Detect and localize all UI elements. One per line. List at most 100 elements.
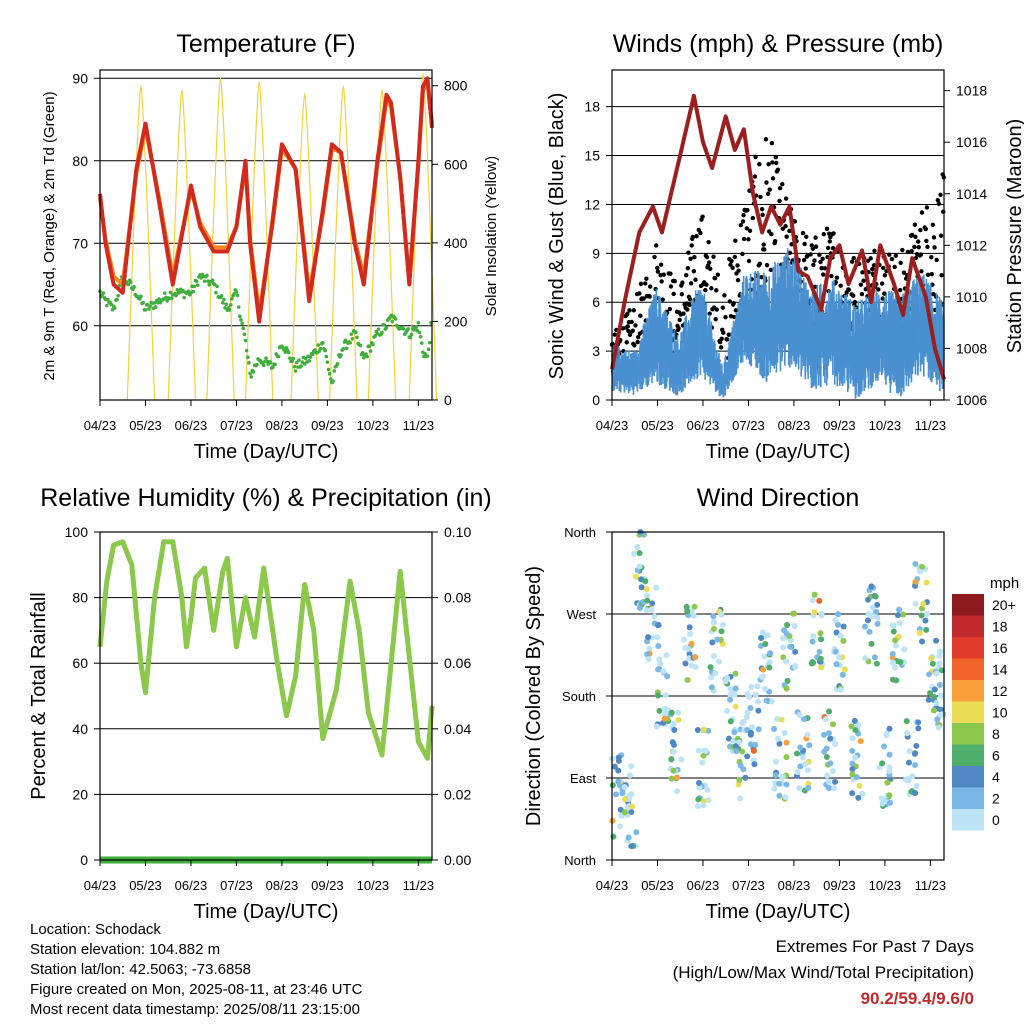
gust-point [633,323,638,328]
direction-point [661,705,668,712]
direction-point [780,644,787,651]
gust-point [732,254,737,260]
dir-xtick-label: 05/23 [641,878,674,893]
direction-point [654,692,661,699]
direction-point [628,808,635,815]
dewpoint-point [153,305,158,309]
gust-point [668,271,673,276]
precip-ytick-label: 0.06 [444,655,471,671]
direction-point [611,763,618,770]
direction-point [645,656,652,663]
direction-point [784,677,791,684]
direction-point [825,778,832,785]
dewpoint-point [152,301,157,305]
gust-point [677,317,682,323]
gust-point [909,248,914,254]
direction-point [873,660,880,667]
direction-point [708,674,715,681]
dewpoint-point [308,355,313,359]
direction-point [892,637,899,644]
dewpoint-point [235,293,240,298]
temp-xtick-label: 07/23 [220,418,253,433]
gust-point [711,254,716,259]
direction-point [916,568,923,575]
gust-point [704,282,709,287]
gust-point [870,266,875,272]
dewpoint-point [195,283,200,287]
gust-point [882,291,887,296]
solar-insolation-line [167,89,197,401]
direction-point [934,716,941,723]
direction-point [768,698,775,705]
direction-point [737,795,744,802]
direction-point [656,707,663,714]
direction-point [886,751,893,758]
temp-xtick-label: 10/23 [357,418,390,433]
direction-point [760,666,767,673]
direction-point [869,613,876,620]
gust-point [655,265,660,271]
pressure-ytick-right-label: 1018 [956,83,987,99]
gust-point [659,279,664,284]
direction-point [710,613,717,620]
direction-point [801,716,808,723]
direction-point [889,650,896,657]
direction-point [827,735,834,742]
direction-point [695,747,702,754]
dewpoint-point [349,332,354,336]
temp-ytick-label: 60 [72,318,88,334]
direction-point [928,655,935,662]
temp-xtick-label: 11/23 [403,418,435,433]
gust-point [761,242,766,247]
direction-point [923,626,930,633]
direction-point [700,802,707,809]
gust-point [931,235,937,240]
direction-point [762,685,769,692]
direction-point [874,620,881,627]
gust-point [936,201,942,207]
direction-point [805,784,812,791]
direction-point [759,673,766,680]
gust-point [892,264,897,270]
direction-point [862,655,869,662]
gust-point [770,160,775,165]
dewpoint-point [101,291,106,295]
direction-point [752,741,759,748]
dewpoint-point [255,362,259,367]
gust-point [750,215,756,221]
direction-point [752,691,759,698]
dewpoint-point [202,279,207,283]
dir-ytick-label: North [564,853,596,868]
direction-point [704,786,711,793]
direction-point [774,716,781,723]
gust-point [668,284,674,289]
dewpoint-point [139,294,143,299]
gust-point [825,245,831,251]
wind-ytick-label: 3 [592,343,600,359]
dewpoint-point [214,290,218,295]
direction-point [732,743,739,750]
direction-point [937,706,944,713]
direction-point [748,724,755,731]
direction-point [766,664,773,671]
gust-point [929,255,934,260]
direction-point [645,634,652,641]
gust-point [924,238,929,244]
direction-point [761,653,768,660]
direction-point [750,747,757,754]
dewpoint-point [112,306,117,310]
gust-point [746,258,752,264]
gust-point [753,154,758,160]
temp-ytick-label: 70 [72,235,88,251]
wind-xtick-label: 09/23 [823,418,856,433]
direction-point [872,593,879,600]
solar-insolation-line [329,85,358,401]
gust-point [658,262,664,267]
dir-ytick-label: West [567,607,597,622]
direction-point [625,834,632,841]
direction-point [830,785,837,792]
direction-point [743,714,750,721]
gust-point [689,243,694,248]
dewpoint-point [327,372,332,376]
